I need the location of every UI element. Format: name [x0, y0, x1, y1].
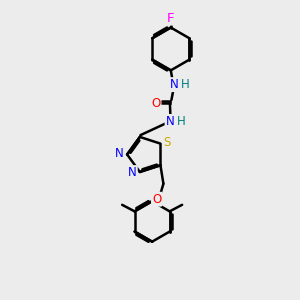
Text: F: F [167, 11, 175, 25]
Text: O: O [152, 193, 161, 206]
Text: N: N [128, 166, 137, 179]
Text: N: N [166, 115, 174, 128]
Text: H: H [177, 115, 186, 128]
Text: S: S [163, 136, 171, 148]
Text: H: H [181, 78, 190, 91]
Text: O: O [151, 97, 160, 110]
Text: N: N [115, 147, 124, 161]
Text: N: N [170, 78, 179, 91]
